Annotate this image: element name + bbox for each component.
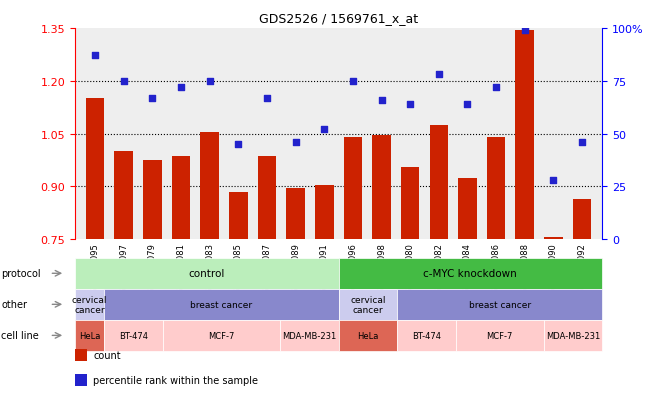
- Text: MDA-MB-231: MDA-MB-231: [282, 331, 337, 340]
- Bar: [258, 157, 276, 240]
- Bar: [86, 99, 104, 240]
- Point: [176, 85, 186, 91]
- Point: [462, 102, 473, 108]
- Bar: [458, 178, 477, 240]
- Text: other: other: [1, 299, 27, 310]
- Bar: [315, 185, 333, 240]
- Text: HeLa: HeLa: [357, 331, 378, 340]
- Bar: [143, 161, 161, 240]
- Text: MDA-MB-231: MDA-MB-231: [546, 331, 600, 340]
- Text: breast cancer: breast cancer: [469, 300, 531, 309]
- Bar: [201, 133, 219, 240]
- Text: GDS2526 / 1569761_x_at: GDS2526 / 1569761_x_at: [259, 12, 418, 25]
- Point: [548, 177, 559, 184]
- Text: protocol: protocol: [1, 268, 41, 279]
- Text: cervical
cancer: cervical cancer: [72, 295, 107, 314]
- Point: [491, 85, 501, 91]
- Point: [577, 139, 587, 146]
- Bar: [516, 31, 534, 240]
- Bar: [229, 192, 247, 240]
- Point: [348, 78, 358, 85]
- Point: [118, 78, 129, 85]
- Bar: [487, 138, 505, 240]
- Text: BT-474: BT-474: [412, 331, 441, 340]
- Point: [262, 95, 272, 102]
- Text: count: count: [93, 350, 120, 360]
- Point: [405, 102, 415, 108]
- Text: c-MYC knockdown: c-MYC knockdown: [423, 268, 518, 279]
- Point: [233, 141, 243, 148]
- Text: percentile rank within the sample: percentile rank within the sample: [93, 375, 258, 385]
- Bar: [401, 168, 419, 240]
- Bar: [544, 238, 562, 240]
- Point: [204, 78, 215, 85]
- Point: [519, 28, 530, 34]
- Text: control: control: [189, 268, 225, 279]
- Text: MCF-7: MCF-7: [208, 331, 234, 340]
- Bar: [172, 157, 190, 240]
- Bar: [573, 199, 591, 240]
- Bar: [115, 152, 133, 240]
- Point: [434, 72, 444, 78]
- Point: [290, 139, 301, 146]
- Point: [319, 127, 329, 133]
- Point: [376, 97, 387, 104]
- Point: [90, 53, 100, 59]
- Text: cervical
cancer: cervical cancer: [350, 295, 385, 314]
- Bar: [286, 189, 305, 240]
- Bar: [430, 126, 448, 240]
- Text: cell line: cell line: [1, 330, 39, 341]
- Text: BT-474: BT-474: [119, 331, 148, 340]
- Text: MCF-7: MCF-7: [486, 331, 513, 340]
- Text: breast cancer: breast cancer: [190, 300, 253, 309]
- Point: [147, 95, 158, 102]
- Bar: [372, 136, 391, 240]
- Text: HeLa: HeLa: [79, 331, 100, 340]
- Bar: [344, 138, 362, 240]
